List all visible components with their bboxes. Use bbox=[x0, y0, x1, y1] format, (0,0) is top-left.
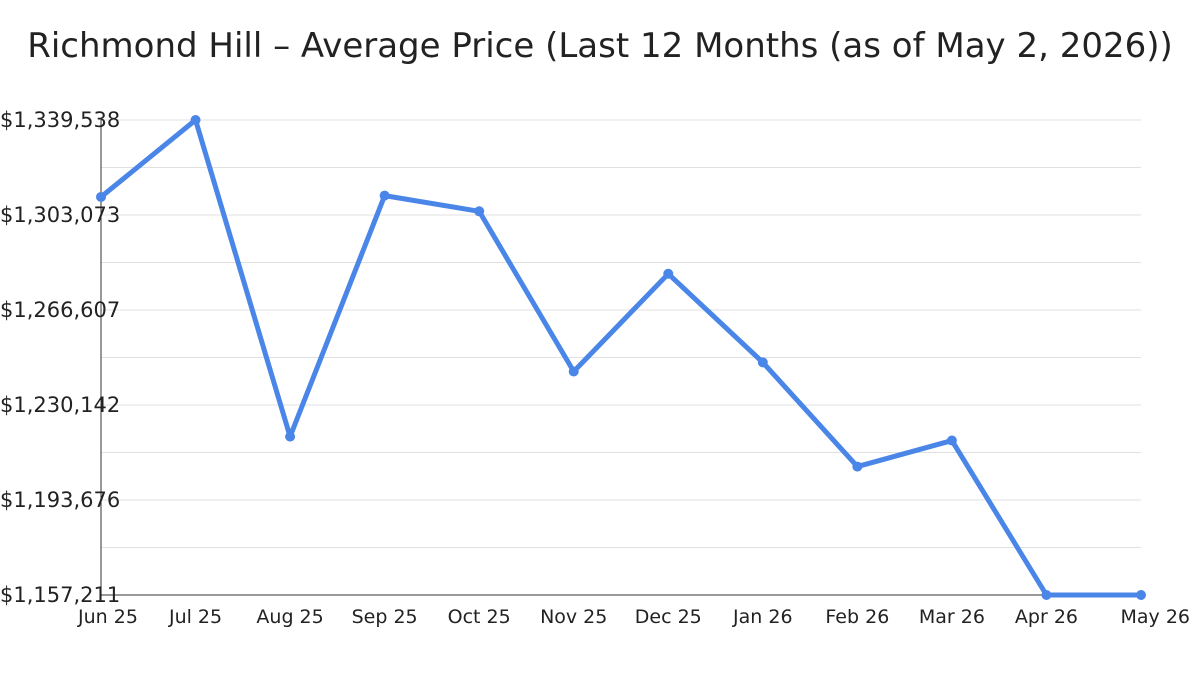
x-tick-label: Sep 25 bbox=[352, 606, 418, 628]
x-tick-label: May 26 bbox=[1121, 606, 1191, 628]
data-point bbox=[96, 191, 106, 202]
y-tick-label: $1,157,211 bbox=[0, 583, 120, 607]
data-point bbox=[568, 366, 579, 377]
x-tick-label: Nov 25 bbox=[540, 606, 607, 628]
gridlines bbox=[101, 119, 1141, 549]
chart-title: Richmond Hill – Average Price (Last 12 M… bbox=[27, 26, 1173, 66]
x-tick-label: Aug 25 bbox=[256, 606, 323, 628]
data-point bbox=[852, 461, 863, 472]
y-tick-label: $1,230,142 bbox=[0, 393, 120, 417]
data-point bbox=[757, 357, 768, 368]
y-axis-tick-labels: $1,157,211 $1,193,676 $1,230,142 $1,266,607… bbox=[0, 108, 120, 607]
x-tick-label: Jul 25 bbox=[168, 606, 222, 628]
x-axis-tick-labels: Jun 25 Jul 25 Aug 25 Sep 25 Oct 25 Nov 25 Dec … bbox=[77, 606, 1190, 628]
data-point bbox=[1041, 590, 1052, 600]
x-tick-label: Jan 26 bbox=[732, 606, 793, 628]
data-point bbox=[663, 268, 674, 279]
data-point bbox=[379, 190, 390, 201]
data-point bbox=[474, 206, 485, 217]
series-line bbox=[98, 117, 1144, 598]
x-tick-label: Apr 26 bbox=[1015, 606, 1078, 628]
data-point bbox=[285, 431, 296, 442]
data-point bbox=[946, 435, 957, 446]
x-tick-label: Feb 26 bbox=[825, 606, 889, 628]
y-tick-label: $1,193,676 bbox=[0, 488, 120, 512]
data-point bbox=[190, 115, 201, 125]
x-tick-label: Mar 26 bbox=[919, 606, 985, 628]
series-layer bbox=[96, 115, 1146, 600]
x-tick-label: Oct 25 bbox=[448, 606, 511, 628]
y-tick-label: $1,303,073 bbox=[0, 203, 120, 227]
y-tick-label: $1,339,538 bbox=[0, 108, 120, 132]
data-point bbox=[1136, 590, 1146, 600]
x-tick-label: Dec 25 bbox=[635, 606, 702, 628]
y-tick-label: $1,266,607 bbox=[0, 298, 120, 322]
x-tick-label: Jun 25 bbox=[77, 606, 138, 628]
